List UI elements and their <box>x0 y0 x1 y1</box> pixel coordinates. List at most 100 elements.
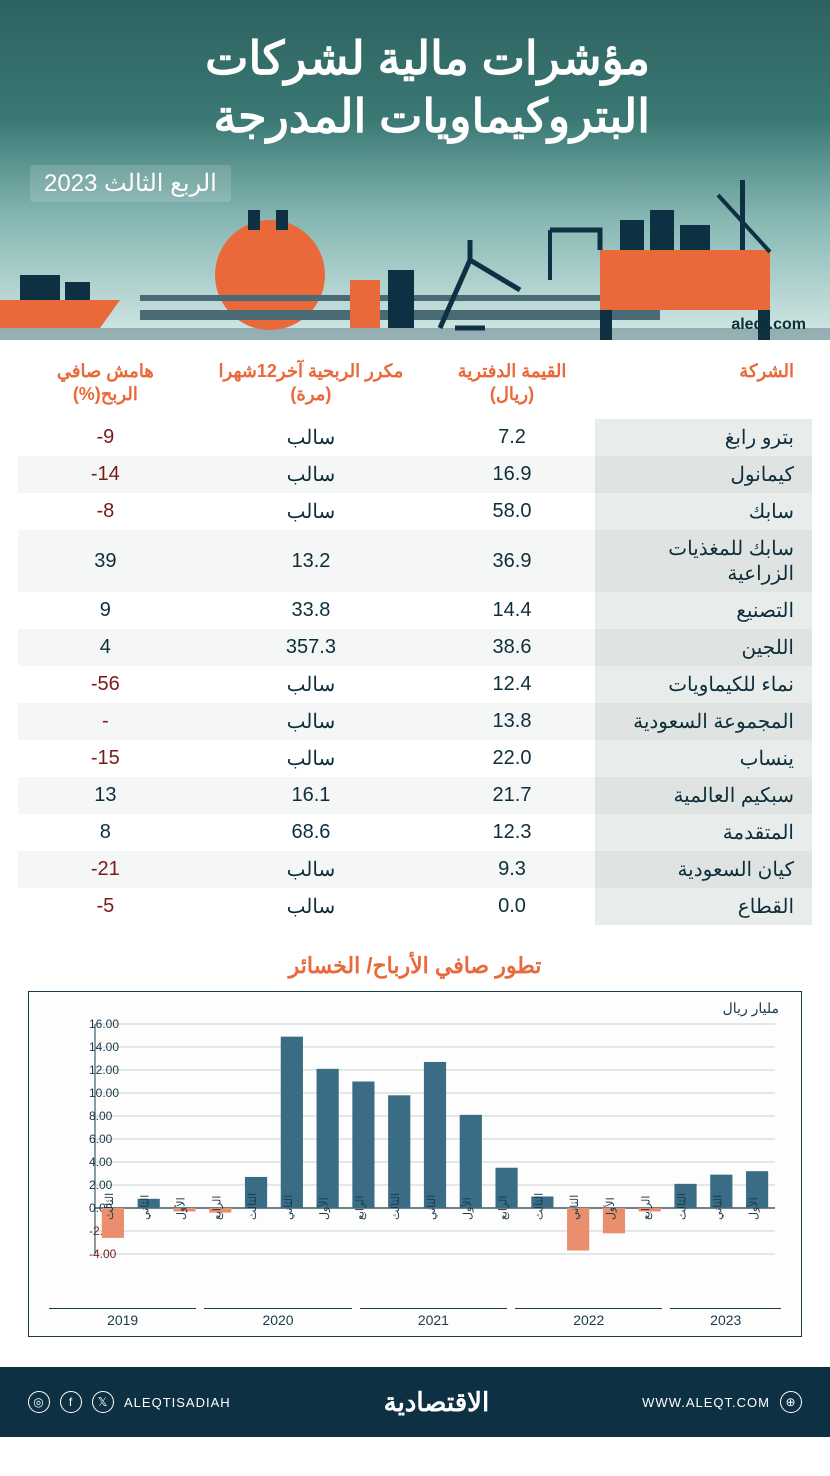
table-row: المتقدمة12.368.68 <box>18 814 812 851</box>
cell-pe-ratio: 357.3 <box>193 629 430 666</box>
cell-net-margin: 39 <box>18 530 193 592</box>
year-label: 2023 <box>670 1308 781 1328</box>
period-badge: الربع الثالث 2023 <box>30 165 231 202</box>
cell-net-margin: 13 <box>18 777 193 814</box>
cell-pe-ratio: 68.6 <box>193 814 430 851</box>
cell-book-value: 21.7 <box>429 777 595 814</box>
svg-text:الثالث: الثالث <box>247 1193 259 1220</box>
table-row: اللجين38.6357.34 <box>18 629 812 666</box>
svg-text:16.00: 16.00 <box>89 1017 119 1031</box>
svg-text:4.00: 4.00 <box>89 1155 113 1169</box>
data-table-section: الشركة القيمة الدفترية (ريال) مكرر الربح… <box>0 340 830 935</box>
cell-company: سبكيم العالمية <box>595 777 812 814</box>
cell-company: كيمانول <box>595 456 812 493</box>
cell-pe-ratio: سالب <box>193 703 430 740</box>
cell-company: نماء للكيماويات <box>595 666 812 703</box>
cell-company: بترو رابغ <box>595 419 812 456</box>
svg-text:الثاني: الثاني <box>283 1195 295 1220</box>
year-label: 2021 <box>360 1308 507 1328</box>
svg-text:الرابع: الرابع <box>498 1196 510 1220</box>
year-axis: 2023 2022 2021 2020 2019 <box>45 1308 785 1328</box>
table-row: القطاع0.0سالب5- <box>18 888 812 925</box>
svg-text:الثالث: الثالث <box>533 1193 545 1220</box>
table-row: كيمانول16.9سالب14- <box>18 456 812 493</box>
svg-text:10.00: 10.00 <box>89 1086 119 1100</box>
svg-text:2.00: 2.00 <box>89 1178 113 1192</box>
cell-pe-ratio: سالب <box>193 666 430 703</box>
svg-text:الأول: الأول <box>603 1197 617 1220</box>
chart-section: تطور صافي الأرباح/ الخسائر مليار ريال 4.… <box>0 935 830 1367</box>
cell-book-value: 9.3 <box>429 851 595 888</box>
svg-text:4.00-: 4.00- <box>89 1247 117 1261</box>
cell-book-value: 22.0 <box>429 740 595 777</box>
x-icon: 𝕏 <box>92 1391 114 1413</box>
cell-company: التصنيع <box>595 592 812 629</box>
footer: ⊕ WWW.ALEQT.COM الاقتصادية ALEQTISADIAH … <box>0 1367 830 1437</box>
svg-text:الرابع: الرابع <box>354 1196 366 1220</box>
svg-text:الرابع: الرابع <box>211 1196 223 1220</box>
svg-text:14.00: 14.00 <box>89 1040 119 1054</box>
cell-net-margin: 14- <box>18 456 193 493</box>
table-row: المجموعة السعودية13.8سالب- <box>18 703 812 740</box>
cell-book-value: 0.0 <box>429 888 595 925</box>
svg-text:الثاني: الثاني <box>140 1195 152 1220</box>
cell-company: القطاع <box>595 888 812 925</box>
table-row: نماء للكيماويات12.4سالب56- <box>18 666 812 703</box>
table-row: بترو رابغ7.2سالب9- <box>18 419 812 456</box>
col-book-value: القيمة الدفترية (ريال) <box>429 352 595 419</box>
cell-pe-ratio: 33.8 <box>193 592 430 629</box>
col-company: الشركة <box>595 352 812 419</box>
cell-pe-ratio: سالب <box>193 419 430 456</box>
cell-book-value: 12.3 <box>429 814 595 851</box>
footer-site: ⊕ WWW.ALEQT.COM <box>642 1391 802 1413</box>
year-label: 2019 <box>49 1308 196 1328</box>
cell-net-margin: 15- <box>18 740 193 777</box>
svg-text:8.00: 8.00 <box>89 1109 113 1123</box>
cell-net-margin: 8 <box>18 814 193 851</box>
page-title: مؤشرات مالية لشركات البتروكيماويات المدر… <box>40 30 650 145</box>
bar-chart: 4.00-2.00-0.002.004.006.008.0010.0012.00… <box>45 1004 785 1304</box>
svg-text:الثاني: الثاني <box>569 1195 581 1220</box>
svg-text:الثالث: الثالث <box>390 1193 402 1220</box>
year-label: 2022 <box>515 1308 662 1328</box>
cell-book-value: 13.8 <box>429 703 595 740</box>
source-label: aleqt.com <box>731 316 806 334</box>
svg-text:الثالث: الثالث <box>677 1193 689 1220</box>
cell-pe-ratio: سالب <box>193 493 430 530</box>
cell-pe-ratio: سالب <box>193 740 430 777</box>
svg-text:الأول: الأول <box>317 1197 331 1220</box>
instagram-icon: ◎ <box>28 1391 50 1413</box>
cell-net-margin: 21- <box>18 851 193 888</box>
svg-text:الرابع: الرابع <box>641 1196 653 1220</box>
cell-book-value: 36.9 <box>429 530 595 592</box>
col-net-margin: هامش صافي الربح(%) <box>18 352 193 419</box>
cell-company: اللجين <box>595 629 812 666</box>
chart-title: تطور صافي الأرباح/ الخسائر <box>28 953 802 979</box>
cell-book-value: 14.4 <box>429 592 595 629</box>
cell-book-value: 16.9 <box>429 456 595 493</box>
footer-brand: الاقتصادية <box>384 1387 490 1418</box>
cell-net-margin: 5- <box>18 888 193 925</box>
table-row: كيان السعودية9.3سالب21- <box>18 851 812 888</box>
cell-company: سابك للمغذيات الزراعية <box>595 530 812 592</box>
cell-company: المتقدمة <box>595 814 812 851</box>
year-label: 2020 <box>204 1308 351 1328</box>
cell-pe-ratio: 16.1 <box>193 777 430 814</box>
cell-net-margin: 56- <box>18 666 193 703</box>
financial-table: الشركة القيمة الدفترية (ريال) مكرر الربح… <box>18 352 812 925</box>
table-row: ينساب22.0سالب15- <box>18 740 812 777</box>
svg-text:12.00: 12.00 <box>89 1063 119 1077</box>
cell-pe-ratio: سالب <box>193 851 430 888</box>
table-row: التصنيع14.433.89 <box>18 592 812 629</box>
cell-pe-ratio: سالب <box>193 456 430 493</box>
svg-text:الأول: الأول <box>173 1197 187 1220</box>
table-row: سبكيم العالمية21.716.113 <box>18 777 812 814</box>
cell-pe-ratio: 13.2 <box>193 530 430 592</box>
chart-container: مليار ريال 4.00-2.00-0.002.004.006.008.0… <box>28 991 802 1337</box>
industrial-illustration <box>0 180 830 340</box>
cell-company: ينساب <box>595 740 812 777</box>
svg-text:6.00: 6.00 <box>89 1132 113 1146</box>
globe-icon: ⊕ <box>780 1391 802 1413</box>
col-pe-ratio: مكرر الربحية آخر12شهرا (مرة) <box>193 352 430 419</box>
svg-text:الأول: الأول <box>746 1197 760 1220</box>
